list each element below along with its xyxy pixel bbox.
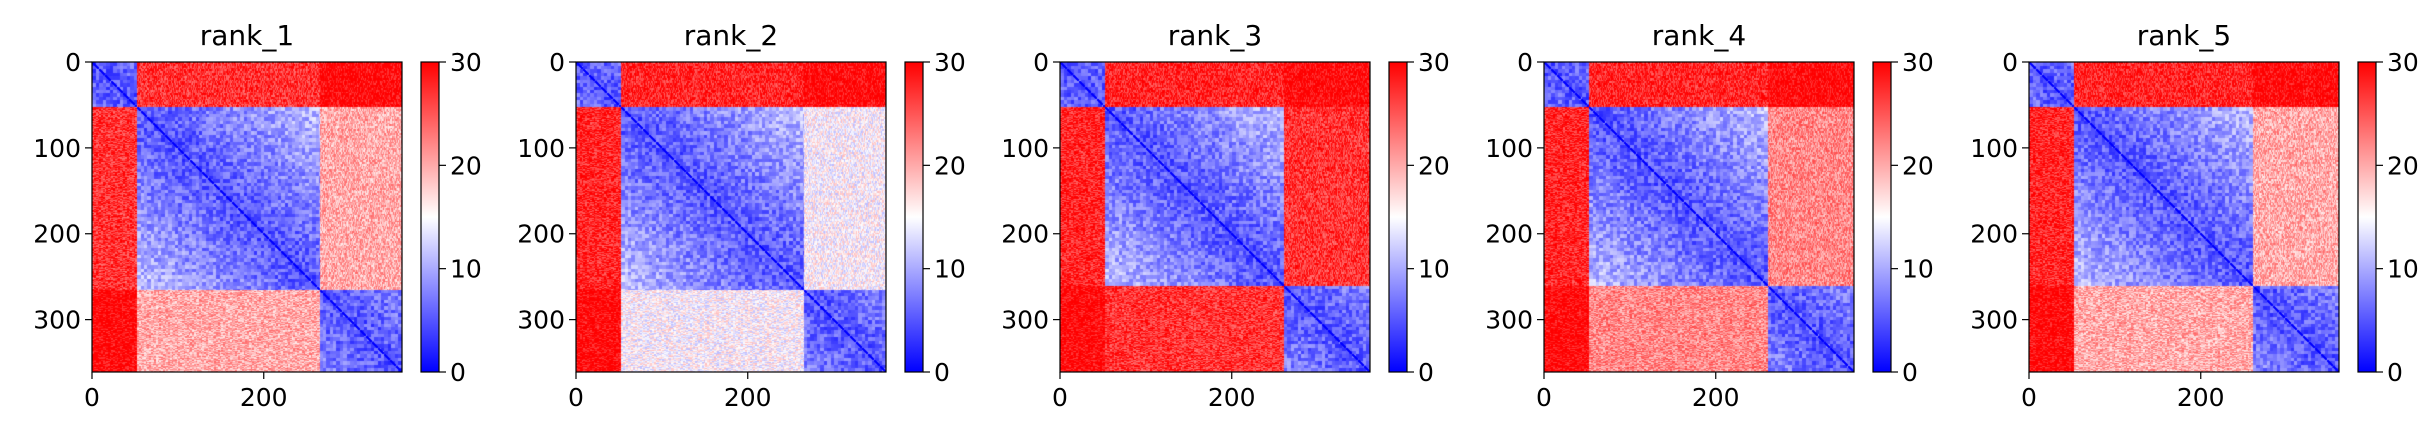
colorbar-tick-label: 30	[450, 48, 482, 77]
y-tick-label: 200	[517, 220, 565, 249]
x-tick-label: 200	[2177, 383, 2225, 412]
y-tick-label: 200	[33, 220, 81, 249]
colorbar	[2357, 61, 2377, 373]
heatmap-image	[1544, 62, 1854, 372]
y-tick-label: 300	[1970, 306, 2018, 335]
heatmap-image	[576, 62, 886, 372]
colorbar-tick-label: 30	[2387, 48, 2419, 77]
x-tick-label: 0	[84, 383, 100, 412]
colorbar-tick-label: 0	[450, 358, 466, 387]
colorbar-tick-label: 0	[1418, 358, 1434, 387]
heatmap-frame	[91, 61, 403, 373]
colorbar-tick-label: 10	[934, 255, 966, 284]
colorbar-tick-label: 0	[1902, 358, 1918, 387]
colorbar-tick-label: 0	[2387, 358, 2403, 387]
y-tick-label: 0	[1517, 48, 1533, 77]
panel-rank_5: rank_5 0 100 200 300 0 200 0 10 20 30	[1970, 19, 2419, 412]
colorbar-tick-label: 30	[1418, 48, 1450, 77]
x-tick-label: 0	[568, 383, 584, 412]
x-tick-label: 200	[1208, 383, 1256, 412]
y-tick-label: 100	[1001, 134, 1049, 163]
y-tick-label: 100	[1485, 134, 1533, 163]
x-tick-label: 200	[240, 383, 288, 412]
colorbar-tick-label: 20	[1418, 151, 1450, 180]
heatmap-image	[1060, 62, 1370, 372]
y-tick-label: 200	[1970, 220, 2018, 249]
panel-title: rank_5	[2137, 19, 2231, 52]
heatmap-image	[92, 62, 402, 372]
y-tick-label: 100	[33, 134, 81, 163]
y-tick-label: 300	[33, 306, 81, 335]
panel-rank_4: rank_4 0 100 200 300 0 200 0 10 20 30	[1485, 19, 1934, 412]
heatmap-frame	[2028, 61, 2340, 373]
colorbar-tick-label: 30	[934, 48, 966, 77]
y-tick-label: 100	[517, 134, 565, 163]
panel-title: rank_3	[1168, 19, 1262, 52]
y-tick-label: 300	[1001, 306, 1049, 335]
y-tick-label: 0	[65, 48, 81, 77]
colorbar-tick-label: 20	[450, 151, 482, 180]
heatmap-frame	[575, 61, 887, 373]
x-tick-label: 0	[2021, 383, 2037, 412]
heatmap-frame	[1059, 61, 1371, 373]
colorbar-tick-label: 10	[450, 255, 482, 284]
colorbar-tick-label: 10	[1418, 255, 1450, 284]
y-tick-label: 0	[2002, 48, 2018, 77]
panel-rank_2: rank_2 0 100 200 300 0 200 0 10 20 30	[517, 19, 966, 412]
colorbar-tick-label: 0	[934, 358, 950, 387]
colorbar-tick-label: 10	[2387, 255, 2419, 284]
panel-rank_1: rank_1 0 100 200 300 0 200 0 10 20 30	[33, 19, 482, 412]
y-tick-label: 300	[517, 306, 565, 335]
y-tick-label: 300	[1485, 306, 1533, 335]
x-tick-label: 200	[724, 383, 772, 412]
colorbar	[904, 61, 924, 373]
heatmap-image	[2029, 62, 2339, 372]
colorbar	[1872, 61, 1892, 373]
x-tick-label: 0	[1536, 383, 1552, 412]
colorbar-tick-label: 10	[1902, 255, 1934, 284]
colorbar-tick-label: 20	[2387, 151, 2419, 180]
colorbar	[420, 61, 440, 373]
panel-rank_3: rank_3 0 100 200 300 0 200 0 10 20 30	[1001, 19, 1450, 412]
y-tick-label: 200	[1001, 220, 1049, 249]
panel-title: rank_1	[200, 19, 294, 52]
colorbar-tick-label: 20	[934, 151, 966, 180]
heatmap-frame	[1543, 61, 1855, 373]
x-tick-label: 0	[1052, 383, 1068, 412]
colorbar	[1388, 61, 1408, 373]
y-tick-label: 0	[1033, 48, 1049, 77]
panel-title: rank_2	[684, 19, 778, 52]
colorbar-tick-label: 20	[1902, 151, 1934, 180]
x-tick-label: 200	[1692, 383, 1740, 412]
panel-title: rank_4	[1652, 19, 1746, 52]
y-tick-label: 0	[549, 48, 565, 77]
y-tick-label: 200	[1485, 220, 1533, 249]
y-tick-label: 100	[1970, 134, 2018, 163]
colorbar-tick-label: 30	[1902, 48, 1934, 77]
